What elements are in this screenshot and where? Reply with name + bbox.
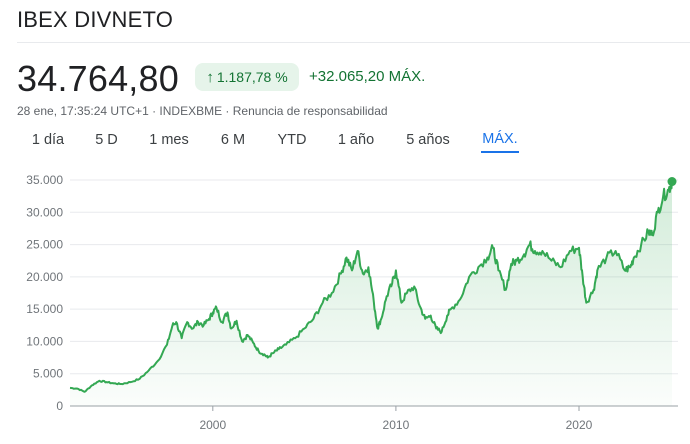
range-tabs: 1 día 5 D 1 mes 6 M YTD 1 año 5 años MÁX… (0, 127, 690, 155)
tab-6-months[interactable]: 6 M (220, 132, 246, 148)
price-line (69, 181, 673, 393)
y-tick-label: 35.000 (26, 173, 63, 187)
x-tick-label: 2000 (199, 418, 226, 432)
tab-5-years[interactable]: 5 años (406, 132, 450, 148)
price-area-fill (70, 181, 672, 406)
change-value: +32.065,20 MÁX. (309, 68, 426, 85)
y-tick-label: 15.000 (26, 302, 63, 316)
header-divider (17, 42, 690, 43)
last-price-point[interactable] (667, 177, 677, 187)
tab-1-month[interactable]: 1 mes (149, 132, 189, 148)
y-tick-label: 25.000 (26, 238, 63, 252)
tab-ytd[interactable]: YTD (277, 132, 307, 148)
y-tick-label: 5.000 (33, 367, 63, 381)
tab-max[interactable]: MÁX. (481, 127, 519, 153)
y-tick-label: 0 (56, 399, 63, 413)
quote-meta: 28 ene, 17:35:24 UTC+1 · INDEXBME · Renu… (17, 104, 388, 118)
y-tick-label: 20.000 (26, 270, 63, 284)
x-tick-label: 2020 (566, 418, 593, 432)
tab-1-day[interactable]: 1 día (31, 132, 65, 148)
change-percent-badge: ↑ 1.187,78 % (195, 63, 299, 91)
arrow-up-icon: ↑ (206, 68, 214, 86)
tab-1-year[interactable]: 1 año (337, 132, 375, 148)
y-tick-label: 30.000 (26, 205, 63, 219)
change-percent-text: 1.187,78 % (216, 69, 288, 85)
x-axis-ticks: 2000 2010 2020 (199, 406, 593, 432)
price-chart: 0 5.000 10.000 15.000 20.000 25.000 30.000 35.0… (26, 173, 678, 432)
x-tick-label: 2010 (383, 418, 410, 432)
tab-5-days[interactable]: 5 D (95, 132, 118, 148)
index-title: IBEX DIVNETO (17, 7, 174, 32)
current-price: 34.764,80 (17, 58, 179, 99)
y-axis-ticks: 0 5.000 10.000 15.000 20.000 25.000 30.000 35.0… (26, 173, 63, 413)
y-tick-label: 10.000 (26, 334, 63, 348)
